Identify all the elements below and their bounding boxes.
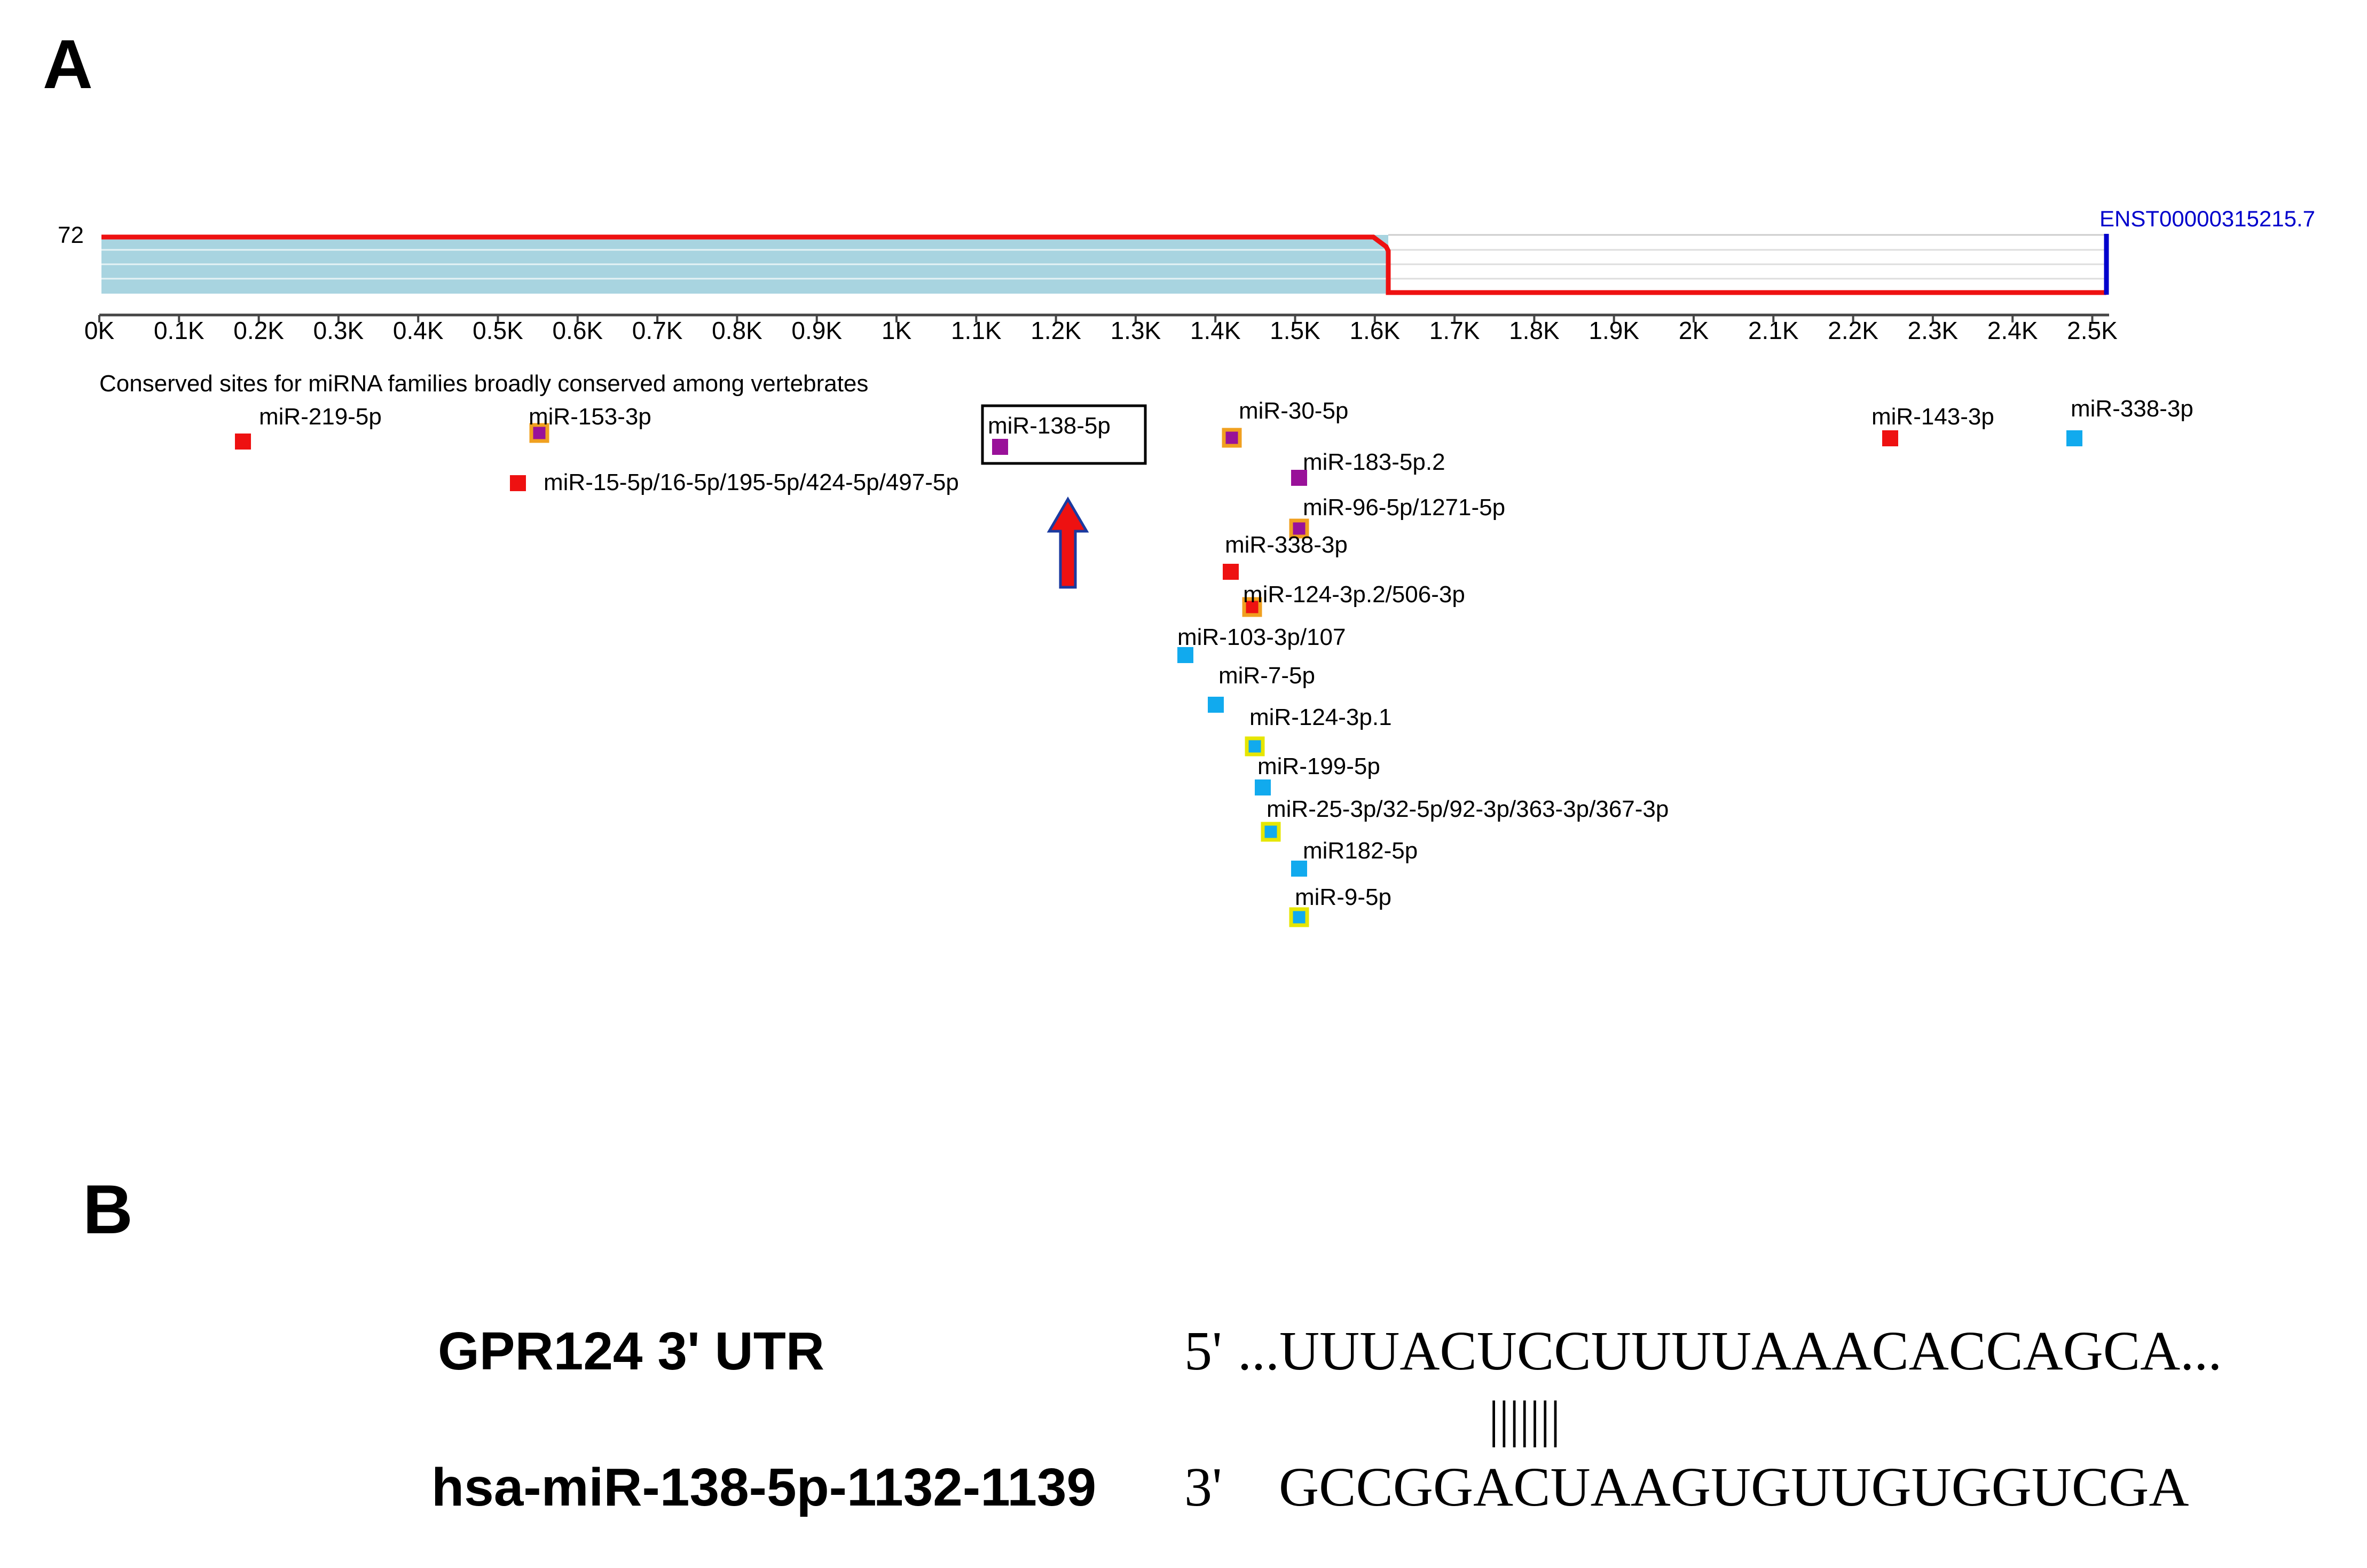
utr-label: GPR124 3' UTR	[438, 1321, 824, 1381]
axis-tick-label: 0.3K	[313, 317, 364, 344]
axis-tick-label: 0.5K	[473, 317, 523, 344]
site-label: miR-7-5p	[1218, 663, 1315, 689]
site-label: miR-338-3p	[1225, 532, 1348, 558]
axis-tick-label: 0K	[84, 317, 115, 344]
site-marker	[1255, 779, 1271, 795]
axis-tick-label: 1.4K	[1190, 317, 1241, 344]
site-marker	[1242, 597, 1262, 617]
site-label: miR-199-5p	[1257, 753, 1380, 779]
mirna-prime: 3'	[1184, 1456, 1222, 1518]
site-marker	[1223, 564, 1239, 580]
axis-tick-label: 1K	[882, 317, 912, 344]
conservation-profile-line	[101, 234, 2106, 295]
axis-tick-label: 1.7K	[1429, 317, 1480, 344]
site-label: miR-9-5p	[1295, 884, 1391, 910]
site-marker	[2066, 430, 2082, 446]
site-label: miR182-5p	[1303, 838, 1418, 864]
axis-tick-label: 0.7K	[632, 317, 683, 344]
site-marker	[1882, 430, 1898, 446]
site-label: miR-338-3p	[2071, 396, 2193, 422]
site-label: miR-103-3p/107	[1177, 624, 1346, 650]
mirna-sequence: GCCGGACUAAGUGUUGUGGUCGA	[1279, 1456, 2189, 1518]
site-marker	[1289, 907, 1309, 927]
site-marker	[1208, 697, 1224, 713]
axis-tick-label: 2.1K	[1748, 317, 1799, 344]
mirna-sites: miR-219-5p miR-153-3p miR-15-5p/16-5p/195-…	[235, 396, 2193, 927]
pairing-bars: |||||||	[1489, 1390, 1561, 1447]
site-marker	[1291, 861, 1307, 877]
conservation-track: 72 ENST00000315215.7	[58, 206, 2315, 295]
axis-tick-label: 2.5K	[2067, 317, 2118, 344]
site-marker	[1261, 822, 1281, 842]
axis-tick-label: 1.6K	[1349, 317, 1400, 344]
site-label: miR-124-3p.2/506-3p	[1243, 581, 1465, 608]
site-label: miR-124-3p.1	[1249, 704, 1392, 730]
axis-tick-label: 1.9K	[1589, 317, 1639, 344]
axis-tick-label: 1.3K	[1111, 317, 1161, 344]
site-label: miR-138-5p	[988, 413, 1111, 439]
score-label: 72	[58, 222, 84, 248]
axis-tick-label: 1.8K	[1509, 317, 1560, 344]
site-marker	[992, 439, 1008, 455]
section-title: Conserved sites for miRNA families broad…	[99, 371, 868, 397]
axis-tick-label: 1.2K	[1031, 317, 1081, 344]
site-label: miR-25-3p/32-5p/92-3p/363-3p/367-3p	[1267, 796, 1669, 822]
site-label: miR-15-5p/16-5p/195-5p/424-5p/497-5p	[544, 469, 959, 495]
site-label: miR-96-5p/1271-5p	[1303, 494, 1505, 521]
axis-tick-label: 0.2K	[233, 317, 284, 344]
axis-tick-label: 2.2K	[1828, 317, 1878, 344]
mirna-label: hsa-miR-138-5p-1132-1139	[431, 1457, 1096, 1517]
axis-tick-label: 0.9K	[791, 317, 842, 344]
site-marker	[1291, 470, 1307, 486]
site-marker	[1222, 428, 1242, 448]
site-marker	[1177, 647, 1193, 663]
axis-tick-label: 0.1K	[154, 317, 205, 344]
utr-prime: 5'	[1184, 1320, 1222, 1382]
panel-a-letter: A	[43, 25, 93, 103]
site-marker	[235, 434, 251, 450]
axis-tick-label: 1.5K	[1270, 317, 1320, 344]
pointer-arrow	[1047, 497, 1089, 589]
site-marker	[510, 475, 526, 491]
site-marker	[1289, 518, 1309, 539]
axis-tick-label: 0.6K	[552, 317, 603, 344]
axis-tick-label: 1.1K	[951, 317, 1002, 344]
axis-tick-label: 2K	[1679, 317, 1709, 344]
site-marker	[529, 423, 549, 443]
site-label: miR-143-3p	[1871, 404, 1994, 430]
axis-tick-label: 0.4K	[393, 317, 444, 344]
highlight-box	[981, 404, 1147, 465]
panel-b-letter: B	[83, 1170, 133, 1248]
utr-sequence: ...UUUACUCCUUUUAAACACCAGCA...	[1238, 1320, 2222, 1382]
axis-tick-label: 2.3K	[1908, 317, 1959, 344]
site-label: miR-219-5p	[259, 404, 382, 430]
site-marker	[1245, 736, 1265, 757]
position-axis: 0K 0.1K 0.2K 0.3K 0.4K 0.5K 0.6K 0.7K 0.8K 0.9K 1K…	[84, 313, 2118, 344]
axis-tick-label: 2.4K	[1987, 317, 2038, 344]
site-label: miR-183-5p.2	[1303, 449, 1445, 475]
site-label: miR-153-3p	[529, 404, 651, 430]
axis-tick-label: 0.8K	[712, 317, 762, 344]
site-label: miR-30-5p	[1239, 398, 1348, 424]
transcript-id: ENST00000315215.7	[2099, 206, 2315, 231]
